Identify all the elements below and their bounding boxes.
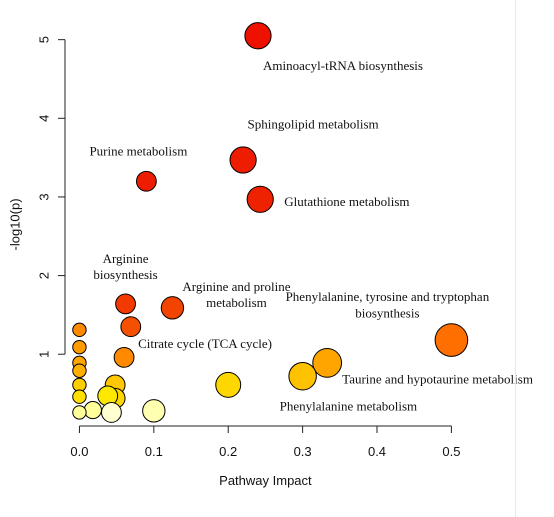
- x-tick-label: 0.4: [368, 444, 386, 459]
- point-label: Taurine and hypotaurine metabolism: [342, 371, 533, 386]
- point-label: Sphingolipid metabolism: [248, 116, 379, 131]
- data-point: [72, 339, 87, 355]
- point-label: Purine metabolism: [89, 144, 187, 159]
- data-point: [135, 170, 157, 192]
- x-tick-label: 0.1: [145, 444, 163, 459]
- point-label: Arginine biosynthesis: [93, 250, 157, 281]
- x-tick-label: 0.0: [70, 444, 88, 459]
- y-tick-label: 5: [37, 36, 52, 43]
- y-axis-label: -log10(p): [8, 198, 23, 250]
- data-point: [115, 293, 136, 315]
- data-point: [246, 185, 274, 213]
- data-point: [229, 146, 257, 174]
- data-point: [83, 400, 102, 420]
- data-point: [142, 399, 166, 423]
- data-point: [72, 389, 87, 404]
- point-label: Arginine and proline metabolism: [182, 278, 290, 309]
- point-label: Aminoacyl-tRNA biosynthesis: [263, 58, 423, 73]
- x-tick-label: 0.3: [294, 444, 312, 459]
- data-point: [288, 362, 317, 391]
- x-axis-label: Pathway Impact: [219, 473, 312, 488]
- y-tick-label: 2: [37, 272, 52, 279]
- data-point: [160, 296, 185, 320]
- data-point: [113, 346, 135, 368]
- point-label: Phenylalanine metabolism: [280, 399, 418, 414]
- data-point: [72, 363, 87, 378]
- y-tick-label: 4: [37, 115, 52, 122]
- y-tick-label: 1: [37, 351, 52, 358]
- point-label: Glutathione metabolism: [284, 194, 409, 209]
- data-point: [244, 22, 272, 50]
- point-label: Phenylalanine, tyrosine and tryptophan bi…: [286, 289, 490, 320]
- data-point: [215, 371, 242, 398]
- y-tick-label: 3: [37, 193, 52, 200]
- panel-divider: [515, 0, 516, 517]
- point-label: Citrate cycle (TCA cycle): [138, 336, 272, 351]
- x-tick-label: 0.2: [219, 444, 237, 459]
- data-point: [72, 322, 87, 338]
- x-tick-label: 0.5: [442, 444, 460, 459]
- data-point: [101, 402, 122, 423]
- data-point: [312, 347, 343, 378]
- data-point: [434, 323, 469, 357]
- data-point: [120, 316, 142, 338]
- data-point: [72, 405, 87, 420]
